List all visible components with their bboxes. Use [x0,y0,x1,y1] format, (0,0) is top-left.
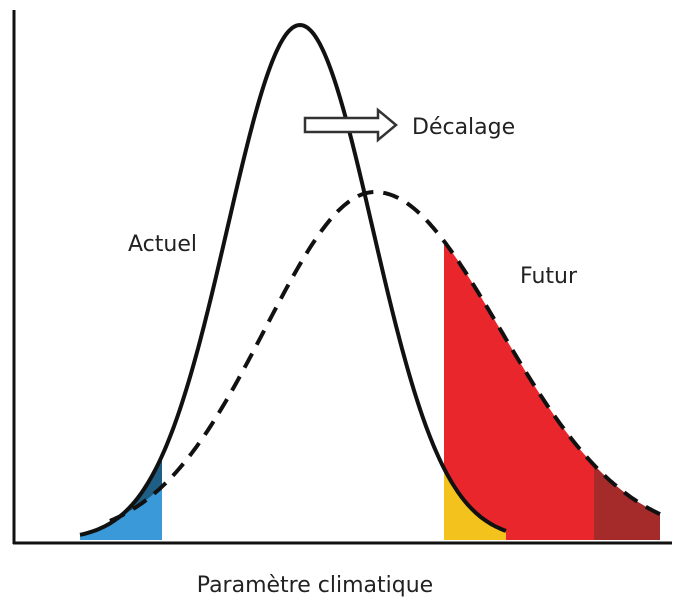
hot-tail-current [444,468,506,540]
tail-areas [80,241,660,540]
extreme-hot-tail [594,465,660,540]
shift-arrow [303,107,398,143]
current-label: Actuel [128,232,197,257]
shift-label: Décalage [412,115,515,140]
hot-tail-future [444,241,660,540]
cold-tail-future [80,486,162,540]
x-axis-label: Paramètre climatique [197,573,433,598]
future-label: Futur [520,264,578,289]
future-distribution-curve [109,190,661,523]
current-distribution-curve [79,22,507,537]
